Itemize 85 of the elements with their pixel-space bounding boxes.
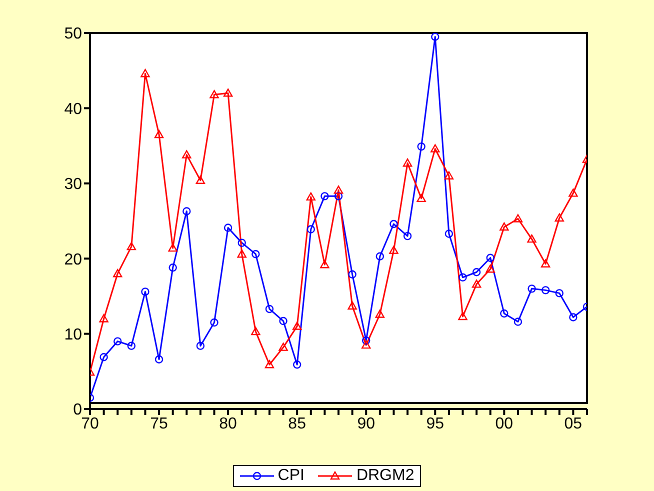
point bbox=[154, 130, 164, 138]
point bbox=[569, 313, 578, 322]
point bbox=[500, 222, 509, 231]
point bbox=[431, 33, 440, 41]
point bbox=[540, 259, 550, 268]
point bbox=[141, 288, 150, 296]
x-tick-label: 70 bbox=[81, 415, 99, 432]
point bbox=[265, 304, 274, 314]
point bbox=[458, 273, 467, 282]
point bbox=[554, 213, 564, 222]
point bbox=[555, 289, 564, 298]
point bbox=[568, 188, 578, 197]
point bbox=[458, 312, 468, 320]
point bbox=[417, 142, 426, 151]
x-tick-label: 90 bbox=[357, 415, 376, 432]
point bbox=[278, 342, 288, 351]
point bbox=[348, 301, 357, 310]
point bbox=[541, 286, 550, 294]
point bbox=[279, 316, 288, 326]
point bbox=[444, 171, 454, 180]
point bbox=[292, 360, 302, 369]
point bbox=[168, 264, 177, 272]
point bbox=[252, 250, 260, 258]
x-tick-label: 75 bbox=[150, 415, 168, 432]
point bbox=[348, 270, 356, 278]
point bbox=[210, 318, 218, 327]
point bbox=[362, 336, 370, 345]
y-tick-label: 30 bbox=[64, 176, 82, 194]
point bbox=[113, 269, 122, 278]
x-tick-label: 00 bbox=[495, 415, 514, 432]
point bbox=[334, 186, 344, 194]
point bbox=[264, 360, 274, 368]
point bbox=[528, 284, 536, 293]
point bbox=[223, 88, 233, 97]
point bbox=[238, 238, 246, 247]
point bbox=[320, 260, 330, 268]
x-tick-label: 80 bbox=[219, 415, 238, 432]
point bbox=[500, 309, 508, 318]
y-tick-label: 20 bbox=[64, 251, 82, 268]
point bbox=[210, 90, 219, 98]
point bbox=[196, 342, 205, 350]
y-tick-label: 50 bbox=[64, 26, 82, 43]
point bbox=[237, 249, 246, 258]
point bbox=[292, 322, 302, 330]
point bbox=[527, 234, 536, 243]
point bbox=[375, 310, 385, 318]
point bbox=[486, 254, 494, 262]
point bbox=[472, 268, 481, 276]
point bbox=[127, 342, 136, 350]
point bbox=[376, 252, 384, 260]
point bbox=[99, 314, 108, 322]
point bbox=[100, 353, 108, 362]
x-tick-label: 85 bbox=[288, 415, 306, 432]
y-tick-label: 0 bbox=[73, 402, 82, 419]
point bbox=[430, 144, 440, 152]
point bbox=[513, 214, 523, 222]
point bbox=[140, 69, 150, 78]
point bbox=[114, 337, 122, 346]
point bbox=[154, 355, 164, 364]
x-tick-label: 05 bbox=[564, 415, 582, 432]
point bbox=[486, 264, 495, 273]
point bbox=[472, 280, 482, 288]
x-tick-label: 95 bbox=[426, 415, 444, 432]
point bbox=[403, 232, 412, 240]
point bbox=[306, 225, 315, 234]
point bbox=[196, 176, 206, 184]
point bbox=[251, 326, 260, 336]
point bbox=[362, 340, 371, 349]
legend-label: CPI bbox=[276, 467, 304, 485]
point bbox=[402, 158, 412, 167]
point bbox=[224, 224, 232, 232]
point bbox=[126, 242, 136, 250]
point bbox=[182, 207, 191, 216]
point bbox=[320, 192, 329, 200]
point bbox=[306, 192, 316, 201]
point bbox=[444, 230, 454, 238]
legend-label: DRGM2 bbox=[355, 467, 414, 485]
point bbox=[334, 192, 343, 200]
y-tick-label: 40 bbox=[64, 100, 82, 118]
point bbox=[182, 150, 192, 158]
point bbox=[416, 194, 426, 202]
y-tick-label: 10 bbox=[64, 326, 82, 344]
point bbox=[390, 220, 398, 228]
point bbox=[389, 246, 398, 254]
point bbox=[514, 318, 522, 326]
